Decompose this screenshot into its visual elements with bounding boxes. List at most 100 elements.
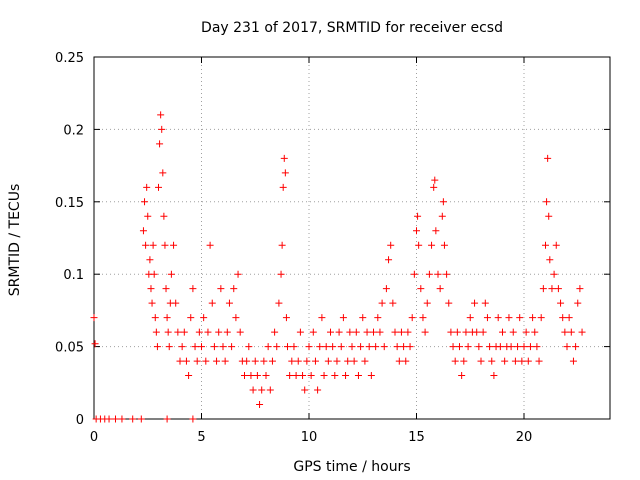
data-point: [391, 328, 399, 336]
data-point: [286, 372, 294, 380]
data-point: [431, 176, 439, 184]
data-point: [314, 386, 322, 394]
data-point: [331, 372, 339, 380]
data-point: [404, 328, 412, 336]
data-point: [182, 357, 190, 365]
data-point: [434, 270, 442, 278]
data-point: [155, 183, 162, 191]
data-point: [146, 256, 154, 264]
data-point: [230, 285, 238, 293]
data-point: [514, 343, 522, 351]
data-point: [531, 328, 539, 336]
data-point: [357, 343, 365, 351]
data-point: [180, 328, 188, 336]
data-point: [543, 198, 551, 206]
data-point: [367, 372, 375, 380]
data-point: [361, 357, 369, 365]
data-point: [118, 415, 126, 423]
data-point: [473, 328, 481, 336]
y-tick-label: 0.05: [55, 341, 84, 356]
data-point: [278, 241, 286, 249]
data-point: [460, 357, 468, 365]
data-point: [440, 241, 448, 249]
ticks-layer: 0 5 10 15 20 0 0.05 0.1 0.15 0.2 0.25: [55, 51, 610, 445]
data-point: [268, 357, 276, 365]
data-point: [112, 415, 119, 423]
data-point: [572, 343, 580, 351]
data-point: [552, 241, 560, 249]
data-point: [193, 357, 201, 365]
data-point: [163, 415, 171, 423]
data-point: [545, 212, 553, 220]
data-point: [354, 372, 362, 380]
data-point: [157, 111, 165, 119]
data-point: [475, 343, 483, 351]
data-point: [185, 372, 193, 380]
data-point: [576, 285, 584, 293]
data-point: [402, 357, 410, 365]
data-point: [299, 372, 307, 380]
data-point: [151, 314, 159, 322]
data-point: [148, 299, 156, 307]
data-point: [142, 241, 150, 249]
data-point: [164, 328, 172, 336]
data-point: [337, 343, 345, 351]
data-point: [198, 343, 205, 351]
data-point: [507, 343, 515, 351]
data-point: [462, 328, 470, 336]
points-layer: [90, 111, 586, 423]
x-tick-label: 20: [516, 430, 533, 445]
data-point: [352, 328, 360, 336]
data-point: [350, 357, 358, 365]
data-point: [419, 314, 427, 322]
data-point: [217, 285, 225, 293]
data-point: [524, 357, 532, 365]
data-point: [249, 386, 257, 394]
data-point: [290, 343, 298, 351]
data-point: [149, 241, 157, 249]
data-point: [559, 314, 567, 322]
data-point: [520, 343, 528, 351]
data-point: [258, 386, 266, 394]
y-tick-label: 0.15: [55, 196, 84, 211]
data-point: [565, 314, 573, 322]
data-point: [189, 285, 197, 293]
data-point: [432, 227, 440, 235]
data-point: [397, 328, 405, 336]
data-point: [307, 372, 315, 380]
data-point: [557, 299, 565, 307]
data-point: [90, 314, 98, 322]
data-point: [91, 340, 99, 348]
data-point: [284, 343, 291, 351]
data-point: [187, 314, 195, 322]
data-point: [374, 314, 382, 322]
data-point: [215, 328, 223, 336]
y-tick-label: 0: [76, 413, 84, 428]
data-point: [277, 270, 285, 278]
data-point: [172, 299, 180, 307]
data-point: [266, 386, 274, 394]
data-point: [511, 357, 519, 365]
data-point: [488, 357, 496, 365]
data-point: [251, 357, 259, 365]
x-tick-label: 10: [301, 430, 318, 445]
data-point: [191, 343, 199, 351]
data-point: [430, 183, 438, 191]
data-point: [204, 328, 212, 336]
data-point: [546, 256, 554, 264]
data-point: [410, 270, 418, 278]
data-point: [318, 314, 326, 322]
data-point: [232, 314, 240, 322]
data-point: [292, 372, 300, 380]
x-tick-label: 15: [408, 430, 425, 445]
data-point: [453, 328, 461, 336]
data-point: [438, 212, 446, 220]
data-point: [428, 241, 436, 249]
data-point: [165, 343, 173, 351]
data-point: [365, 343, 373, 351]
data-point: [372, 343, 380, 351]
data-point: [264, 343, 272, 351]
data-point: [129, 415, 137, 423]
data-point: [303, 357, 311, 365]
data-point: [262, 372, 270, 380]
